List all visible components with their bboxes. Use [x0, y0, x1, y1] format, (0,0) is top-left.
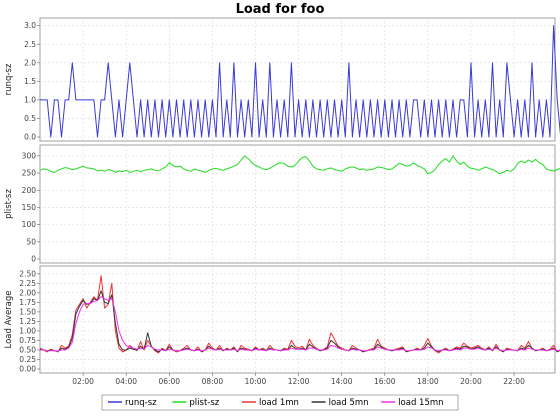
legend-box — [101, 394, 459, 411]
x-tick-label: 12:00 — [288, 377, 310, 386]
x-tick-label: 22:00 — [503, 377, 525, 386]
panel-3: 0.000.250.500.751.001.251.501.752.002.25… — [4, 265, 560, 374]
series-line-plist-sz — [39, 155, 560, 175]
y-tick-label: 0.25 — [19, 355, 36, 364]
y-tick-label: 100 — [22, 220, 37, 229]
y-tick-label: 250 — [22, 169, 37, 178]
legend: runq-sz plist-sz load 1mn load 5mn load 15mn — [101, 394, 459, 411]
y-tick-label: 2.25 — [19, 279, 36, 288]
series-line-load-15mn — [40, 296, 560, 352]
y-tick-label: 150 — [22, 203, 37, 212]
y-tick-label: 3.0 — [24, 21, 36, 30]
y-tick-label: 1.75 — [19, 298, 36, 307]
y-tick-label: 2.5 — [24, 40, 36, 49]
plot-area — [39, 265, 556, 374]
y-axis-label: Load Average — [4, 291, 14, 349]
y-tick-label: 300 — [22, 151, 37, 160]
legend-item-runq-sz: runq-sz — [108, 398, 157, 408]
legend-item-load-1mn: load 1mn — [242, 398, 299, 408]
y-tick-label: 1.0 — [24, 95, 36, 104]
y-tick-label: 1.25 — [19, 317, 36, 326]
series-line-runq-sz — [40, 25, 560, 138]
x-tick-label: 06:00 — [158, 377, 180, 386]
legend-label: runq-sz — [125, 398, 157, 408]
y-tick-label: 0.00 — [19, 365, 36, 374]
y-tick-label: 50 — [26, 237, 36, 246]
chart-panels: 0.0 0.5 1.0 1.5 2.0 2.5 3.0 runq-sz 0 50 100 150 200… — [4, 17, 560, 374]
legend-label: load 1mn — [259, 398, 299, 408]
x-tick-label: 14:00 — [331, 377, 353, 386]
legend-item-load-15mn: load 15mn — [381, 398, 444, 408]
y-tick-label: 0.50 — [19, 345, 36, 354]
y-tick-label: 0.75 — [19, 336, 36, 345]
y-tick-label: 0.5 — [24, 114, 36, 123]
y-axis-label: runq-sz — [4, 63, 14, 95]
legend-label: plist-sz — [189, 398, 219, 408]
y-axis-label: plist-sz — [4, 189, 14, 219]
x-tick-label: 08:00 — [202, 377, 224, 386]
chart-title: Load for foo — [236, 2, 325, 17]
y-tick-label: 1.00 — [19, 326, 36, 335]
x-tick-label: 04:00 — [115, 377, 137, 386]
x-tick-label: 18:00 — [417, 377, 439, 386]
y-tick-label: 0.0 — [24, 133, 36, 142]
y-tick-label: 2.00 — [19, 288, 36, 297]
y-tick-label: 0 — [31, 255, 36, 264]
panel-1: 0.0 0.5 1.0 1.5 2.0 2.5 3.0 runq-sz — [4, 17, 560, 142]
panel-2: 0 50 100 150 200 250 300 plist-sz — [4, 144, 560, 264]
plot-area — [39, 17, 556, 142]
y-tick-label: 2.50 — [19, 269, 36, 278]
x-tick-label: 02:00 — [72, 377, 94, 386]
legend-label: load 15mn — [398, 398, 443, 408]
legend-label: load 5mn — [329, 398, 369, 408]
x-tick-label: 16:00 — [374, 377, 396, 386]
y-tick-label: 1.5 — [24, 77, 36, 86]
x-axis: 02:00 04:00 06:00 08:00 10:00 12:00 14:00 16:00… — [72, 373, 525, 386]
y-tick-label: 1.50 — [19, 307, 36, 316]
plot-area — [39, 144, 556, 264]
legend-item-plist-sz: plist-sz — [172, 398, 220, 408]
x-tick-label: 20:00 — [460, 377, 482, 386]
y-tick-label: 200 — [22, 186, 37, 195]
legend-item-load-5mn: load 5mn — [311, 398, 369, 408]
y-tick-label: 2.0 — [24, 58, 36, 67]
x-tick-label: 10:00 — [245, 377, 267, 386]
